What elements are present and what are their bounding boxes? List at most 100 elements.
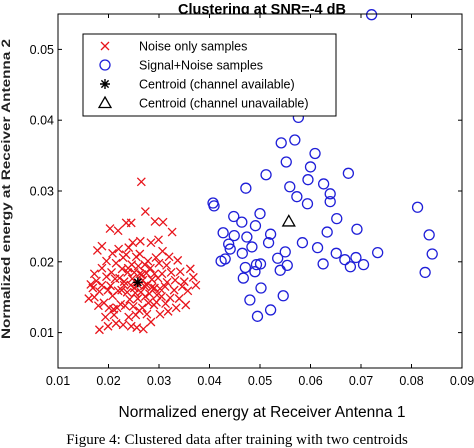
signal-sample-point bbox=[277, 290, 289, 302]
legend-label: Noise only samples bbox=[139, 40, 247, 54]
signal-sample-point bbox=[244, 294, 256, 306]
noise-sample-point bbox=[126, 321, 136, 331]
signal-sample-point bbox=[324, 188, 336, 200]
signal-sample-point bbox=[215, 255, 227, 267]
y-tick-label: 0.05 bbox=[30, 43, 54, 57]
noise-sample-point bbox=[126, 218, 136, 228]
noise-sample-point bbox=[175, 267, 185, 277]
noise-sample-point bbox=[114, 244, 124, 254]
noise-sample-point bbox=[137, 303, 147, 313]
signal-sample-point bbox=[236, 216, 248, 228]
legend-label: Centroid (channel unavailable) bbox=[139, 97, 309, 111]
signal-sample-point bbox=[240, 182, 252, 194]
series-signal-noise-samples bbox=[207, 9, 438, 322]
signal-sample-point bbox=[249, 220, 262, 232]
signal-sample-point bbox=[281, 259, 293, 271]
noise-sample-point bbox=[93, 301, 103, 311]
noise-sample-point bbox=[138, 324, 148, 334]
signal-sample-point bbox=[309, 147, 321, 160]
legend-item: Centroid (channel unavailable) bbox=[97, 95, 309, 111]
noise-sample-point bbox=[136, 177, 146, 187]
y-axis-label: Normalized energy at Receiver Antenna 2 bbox=[0, 39, 13, 339]
centroid-unavailable-point bbox=[281, 214, 296, 227]
signal-sample-point bbox=[296, 237, 309, 249]
centroid-available-point bbox=[132, 277, 143, 288]
noise-sample-point bbox=[188, 272, 198, 282]
noise-sample-point bbox=[154, 258, 164, 268]
noise-sample-point bbox=[107, 267, 116, 277]
signal-sample-point bbox=[279, 246, 291, 258]
noise-sample-point bbox=[181, 300, 191, 310]
noise-sample-point bbox=[160, 282, 170, 292]
signal-sample-point bbox=[331, 212, 343, 225]
series-centroid-channel-available bbox=[132, 277, 143, 288]
noise-sample-point bbox=[108, 248, 117, 258]
y-tick-label: 0.03 bbox=[30, 185, 54, 199]
signal-sample-point bbox=[237, 272, 249, 284]
signal-sample-point bbox=[255, 282, 267, 294]
signal-sample-point bbox=[249, 266, 261, 278]
signal-sample-point bbox=[228, 229, 240, 242]
series-centroid-channel-unavailable bbox=[281, 214, 296, 227]
legend-item: Noise only samples bbox=[100, 40, 247, 54]
signal-sample-point bbox=[344, 261, 357, 273]
noise-sample-point bbox=[165, 293, 175, 303]
signal-sample-point bbox=[228, 210, 240, 223]
noise-sample-point bbox=[173, 255, 183, 265]
data-points bbox=[84, 9, 438, 335]
signal-sample-point bbox=[280, 156, 292, 168]
noise-sample-point bbox=[106, 281, 115, 291]
noise-sample-point bbox=[162, 260, 172, 270]
x-tick-label: 0.01 bbox=[46, 374, 70, 388]
signal-sample-point bbox=[250, 258, 263, 271]
signal-sample-point bbox=[311, 241, 324, 254]
signal-sample-point bbox=[262, 237, 275, 249]
noise-sample-point bbox=[146, 238, 156, 248]
signal-sample-point bbox=[302, 174, 314, 186]
noise-sample-point bbox=[140, 207, 150, 216]
signal-sample-point bbox=[342, 167, 355, 179]
signal-sample-point bbox=[357, 258, 370, 271]
legend-marker bbox=[97, 95, 113, 109]
legend-marker bbox=[100, 41, 110, 51]
noise-sample-point bbox=[109, 310, 119, 320]
noise-sample-point bbox=[121, 250, 131, 260]
noise-sample-point bbox=[179, 277, 189, 287]
noise-sample-point bbox=[154, 235, 163, 245]
signal-sample-point bbox=[291, 191, 303, 203]
noise-sample-point bbox=[161, 299, 171, 309]
legend-marker bbox=[100, 79, 110, 89]
legend-label: Centroid (channel available) bbox=[139, 78, 295, 92]
x-tick-label: 0.02 bbox=[96, 374, 120, 388]
signal-sample-point bbox=[275, 137, 287, 149]
signal-sample-point bbox=[260, 169, 272, 181]
noise-sample-point bbox=[135, 249, 145, 259]
signal-sample-point bbox=[223, 238, 235, 250]
noise-sample-point bbox=[89, 269, 99, 279]
noise-sample-point bbox=[94, 287, 104, 296]
signal-sample-point bbox=[301, 198, 314, 210]
noise-sample-point bbox=[88, 283, 98, 293]
y-tick-label: 0.01 bbox=[30, 326, 54, 340]
signal-sample-point bbox=[264, 228, 277, 240]
signal-sample-point bbox=[339, 254, 351, 266]
noise-sample-point bbox=[158, 217, 168, 227]
noise-sample-point bbox=[105, 224, 115, 233]
noise-sample-point bbox=[122, 287, 132, 297]
legend-item: Signal+Noise samples bbox=[99, 59, 263, 73]
signal-sample-point bbox=[426, 248, 438, 260]
noise-sample-point bbox=[113, 226, 123, 236]
noise-sample-point bbox=[133, 294, 143, 304]
x-axis-label: Normalized energy at Receiver Antenna 1 bbox=[119, 404, 406, 421]
signal-sample-point bbox=[224, 243, 236, 255]
noise-sample-point bbox=[143, 256, 153, 266]
noise-sample-point bbox=[111, 318, 121, 328]
noise-sample-point bbox=[167, 227, 177, 237]
signal-sample-point bbox=[239, 261, 252, 274]
signal-sample-point bbox=[272, 252, 284, 264]
noise-sample-point bbox=[128, 238, 138, 248]
noise-sample-point bbox=[135, 236, 145, 246]
signal-sample-point bbox=[350, 251, 362, 264]
noise-sample-point bbox=[146, 317, 156, 327]
